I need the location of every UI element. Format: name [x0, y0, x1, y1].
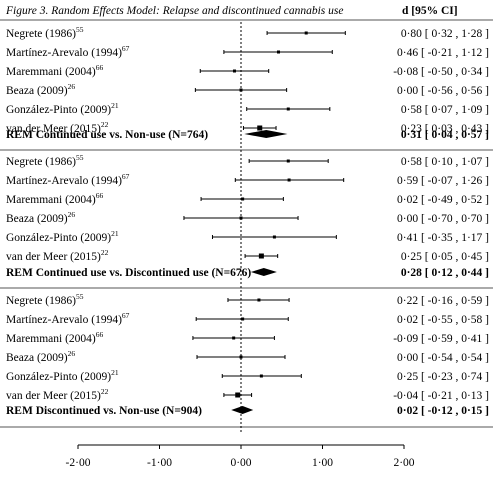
- study-label: González-Pinto (2009)21: [6, 368, 119, 383]
- summary-diamond: [231, 406, 254, 414]
- study-ci-text: 0·00 [ -0·70 , 0·70 ]: [397, 213, 489, 225]
- study-ref: 21: [111, 101, 119, 110]
- effect-point: [276, 50, 280, 54]
- x-tick-label: 1·00: [312, 457, 333, 469]
- study-label: Beaza (2009)26: [6, 210, 75, 225]
- study-label: Negrete (1986)55: [6, 153, 84, 168]
- study-ci-text: -0·04 [ -0·21 , 0·13 ]: [393, 390, 489, 402]
- effect-point: [241, 197, 245, 201]
- study-ref: 26: [68, 349, 76, 358]
- study-ci-text: 0·59 [ -0·07 , 1·26 ]: [397, 175, 489, 187]
- study-label: van der Meer (2015)22: [6, 120, 109, 135]
- x-tick-label: -2·00: [66, 457, 91, 469]
- effect-point: [257, 125, 263, 131]
- effect-point: [239, 88, 243, 92]
- effect-point: [239, 355, 243, 359]
- study-label: Maremmani (2004)66: [6, 63, 104, 78]
- summary-label: REM Continued use vs. Non-use (N=764): [6, 129, 208, 141]
- separator-lines: [0, 19, 493, 428]
- study-ci-text: 0·00 [ -0·56 , 0·56 ]: [397, 85, 489, 97]
- study-label: Negrete (1986)55: [6, 25, 84, 40]
- study-ref: 67: [122, 172, 130, 181]
- study-ref: 21: [111, 368, 119, 377]
- effect-point: [287, 178, 291, 182]
- x-tick-label: 0·00: [230, 457, 251, 469]
- study-ci-text: 0·00 [ -0·54 , 0·54 ]: [397, 352, 489, 364]
- summary-ci-text: 0·31 [ 0·04 , 0·57 ]: [401, 129, 489, 141]
- study-label: González-Pinto (2009)21: [6, 101, 119, 116]
- study-ci-text: 0·25 [ -0·23 , 0·74 ]: [397, 371, 489, 383]
- study-ci-text: 0·22 [ -0·16 , 0·59 ]: [397, 295, 489, 307]
- study-ref: 22: [101, 248, 109, 257]
- x-tick-label: 2·00: [393, 457, 414, 469]
- study-label: Beaza (2009)26: [6, 82, 75, 97]
- study-label: González-Pinto (2009)21: [6, 229, 119, 244]
- study-ref: 66: [96, 191, 104, 200]
- study-ref: 21: [111, 229, 119, 238]
- study-ref: 22: [101, 387, 109, 396]
- study-ci-text: 0·46 [ -0·21 , 1·12 ]: [397, 47, 489, 59]
- study-label: van der Meer (2015)22: [6, 248, 109, 263]
- study-ci-text: 0·58 [ 0·10 , 1·07 ]: [401, 156, 489, 168]
- effect-point: [257, 298, 261, 302]
- effect-point: [232, 69, 236, 73]
- figure-title: Figure 3. Random Effects Model: Relapse …: [5, 5, 343, 17]
- study-ci-text: -0·08 [ -0·50 , 0·34 ]: [393, 66, 489, 78]
- effect-point: [286, 107, 290, 111]
- effect-point: [286, 159, 290, 163]
- effect-point: [241, 317, 245, 321]
- study-ref: 26: [68, 82, 76, 91]
- effect-point: [239, 216, 243, 220]
- study-ci-text: 0·02 [ -0·55 , 0·58 ]: [397, 314, 489, 326]
- study-ref: 66: [96, 63, 104, 72]
- study-ref: 66: [96, 330, 104, 339]
- x-axis: -2·00 -1·00 0·00 1·00 2·00: [66, 444, 415, 469]
- study-ci-text: 0·80 [ 0·32 , 1·28 ]: [401, 28, 489, 40]
- summary-ci-text: 0·02 [ -0·12 , 0·15 ]: [397, 405, 489, 417]
- study-label: van der Meer (2015)22: [6, 387, 109, 402]
- study-label: Martínez-Arevalo (1994)67: [6, 44, 130, 59]
- study-ref: 55: [76, 292, 84, 301]
- effect-point: [259, 374, 263, 378]
- study-ref: 67: [122, 311, 130, 320]
- study-ci-text: 0·58 [ 0·07 , 1·09 ]: [401, 104, 489, 116]
- forest-rows: Negrete (1986)55 0·80 [ 0·32 , 1·28 ] Mart…: [6, 25, 489, 417]
- study-ref: 67: [122, 44, 130, 53]
- study-ci-text: -0·09 [ -0·59 , 0·41 ]: [393, 333, 489, 345]
- study-ref: 26: [68, 210, 76, 219]
- summary-label: REM Continued use vs. Discontinued use (…: [6, 267, 251, 279]
- effect-point: [232, 336, 236, 340]
- study-ci-text: 0·23 [ 0·03 , 0·43 ]: [401, 123, 489, 135]
- summary-diamond: [250, 268, 277, 276]
- effect-point: [272, 235, 276, 239]
- study-label: Beaza (2009)26: [6, 349, 75, 364]
- study-label: Maremmani (2004)66: [6, 330, 104, 345]
- study-label: Martínez-Arevalo (1994)67: [6, 311, 130, 326]
- effect-point: [235, 392, 241, 398]
- effect-point: [304, 31, 308, 35]
- study-ci-text: 0·41 [ -0·35 , 1·17 ]: [397, 232, 489, 244]
- study-label: Maremmani (2004)66: [6, 191, 104, 206]
- study-ref: 22: [101, 120, 109, 129]
- study-ci-text: 0·02 [ -0·49 , 0·52 ]: [397, 194, 489, 206]
- study-ref: 55: [76, 153, 84, 162]
- study-label: Martínez-Arevalo (1994)67: [6, 172, 130, 187]
- summary-label: REM Discontinued vs. Non-use (N=904): [6, 405, 202, 417]
- summary-ci-text: 0·28 [ 0·12 , 0·44 ]: [401, 267, 489, 279]
- effect-point: [258, 253, 264, 259]
- study-label: Negrete (1986)55: [6, 292, 84, 307]
- summary-diamond: [244, 130, 288, 138]
- x-tick-label: -1·00: [147, 457, 172, 469]
- study-ci-text: 0·25 [ 0·05 , 0·45 ]: [401, 251, 489, 263]
- study-ref: 55: [76, 25, 84, 34]
- ci-column-header: d [95% CI]: [402, 5, 458, 17]
